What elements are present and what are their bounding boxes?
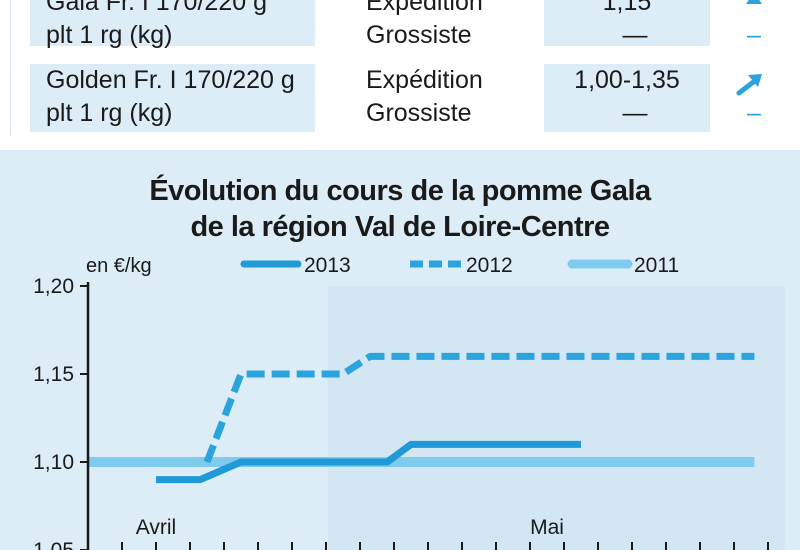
trend-cell: – xyxy=(714,0,794,49)
y-tick-label: 1,05 xyxy=(33,539,74,550)
legend-label-2013: 2013 xyxy=(304,254,351,277)
product-cell: Gala Fr. I 170/220 g plt 1 rg (kg) xyxy=(30,0,315,49)
table-row: Golden Fr. I 170/220 g plt 1 rg (kg) Exp… xyxy=(0,64,800,132)
legend: 2013 2012 2011 xyxy=(240,254,679,277)
stage-cell: Expédition Grossiste xyxy=(318,0,540,49)
y-tick-label: 1,20 xyxy=(33,275,74,298)
price-cell: 1,15 — xyxy=(544,0,710,49)
stage-wholesaler: Grossiste xyxy=(366,99,472,127)
chart-panel: Évolution du cours de la pomme Gala de l… xyxy=(0,150,800,550)
series-line-2013 xyxy=(156,440,581,484)
product-packaging: plt 1 rg (kg) xyxy=(46,99,173,127)
series-line-2012 xyxy=(203,352,755,464)
price-table: Gala Fr. I 170/220 g plt 1 rg (kg) Expéd… xyxy=(0,0,800,136)
price-expedition: 1,15 xyxy=(602,0,652,16)
trend-wholesaler: – xyxy=(747,99,761,127)
y-tick-label: 1,15 xyxy=(33,363,74,386)
stage-wholesaler: Grossiste xyxy=(366,21,472,49)
price-cell: 1,00-1,35 — xyxy=(544,64,710,132)
product-name: Golden Fr. I 170/220 g xyxy=(46,66,295,94)
y-tick-label: 1,10 xyxy=(33,451,74,474)
product-name: Gala Fr. I 170/220 g xyxy=(46,0,267,16)
legend-label-2012: 2012 xyxy=(466,254,513,277)
table-left-border xyxy=(10,0,11,136)
arrow-up-right-icon xyxy=(736,74,762,96)
stage-cell: Expédition Grossiste xyxy=(318,64,540,132)
stage-expedition: Expédition xyxy=(366,66,483,94)
x-month-label: Mai xyxy=(530,516,564,539)
stage-expedition: Expédition xyxy=(366,0,483,16)
chart-title-line1: Évolution du cours de la pomme Gala xyxy=(149,175,651,207)
plot-band-may xyxy=(328,286,785,550)
x-month-label: Avril xyxy=(136,516,176,539)
trend-wholesaler: – xyxy=(747,21,761,49)
trend-cell: – xyxy=(714,64,794,132)
price-wholesaler: — xyxy=(622,99,648,127)
chart-title-line2: de la région Val de Loire-Centre xyxy=(190,211,610,243)
price-expedition: 1,00-1,35 xyxy=(574,66,680,94)
table-row: Gala Fr. I 170/220 g plt 1 rg (kg) Expéd… xyxy=(0,0,800,49)
product-packaging: plt 1 rg (kg) xyxy=(46,21,173,49)
legend-label-2011: 2011 xyxy=(634,254,679,277)
y-axis-label: en €/kg xyxy=(86,255,152,277)
price-wholesaler: — xyxy=(622,21,648,49)
line-chart: en €/kg 2013 2012 2011 1,20 1,15 1,10 1,05 A… xyxy=(33,254,785,550)
product-cell: Golden Fr. I 170/220 g plt 1 rg (kg) xyxy=(30,64,315,132)
arrow-up-icon xyxy=(746,0,762,4)
